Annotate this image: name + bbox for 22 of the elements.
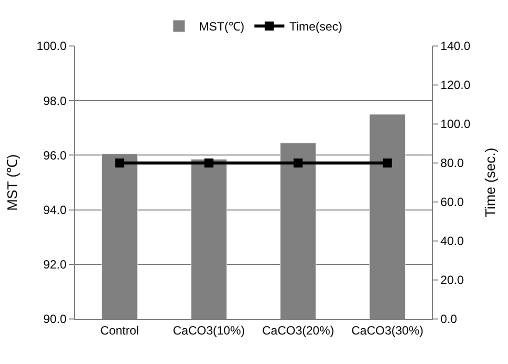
y2-tick-label: 60.0 xyxy=(440,195,464,210)
x-tick-label: CaCO3(30%) xyxy=(351,323,424,338)
y2-tick-label: 40.0 xyxy=(440,234,464,248)
x-tick-label: Control xyxy=(100,323,139,338)
y2-tick-label: 20.0 xyxy=(440,273,464,288)
legend-label: MST(℃) xyxy=(199,20,244,34)
y-axis-title: MST (℃) xyxy=(4,154,20,211)
y2-tick-label: 120.0 xyxy=(440,78,471,92)
y-tick-label: 92.0 xyxy=(43,258,67,272)
y2-tick-label: 140.0 xyxy=(440,39,471,54)
y2-tick-label: 0.0 xyxy=(440,312,458,326)
y-tick-label: 96.0 xyxy=(43,148,67,162)
y2-axis-title: Time (sec.) xyxy=(482,148,498,218)
y2-tick-label: 80.0 xyxy=(440,156,464,170)
y-tick-label: 98.0 xyxy=(43,94,67,108)
legend-label: Time(sec) xyxy=(289,20,342,34)
x-tick-label: CaCO3(10%) xyxy=(172,323,245,338)
y2-tick-label: 100.0 xyxy=(440,117,471,132)
y-tick-label: 100.0 xyxy=(36,39,67,54)
y-tick-label: 94.0 xyxy=(43,203,67,217)
y-tick-label: 90.0 xyxy=(43,312,67,326)
x-tick-label: CaCO3(20%) xyxy=(262,323,334,338)
